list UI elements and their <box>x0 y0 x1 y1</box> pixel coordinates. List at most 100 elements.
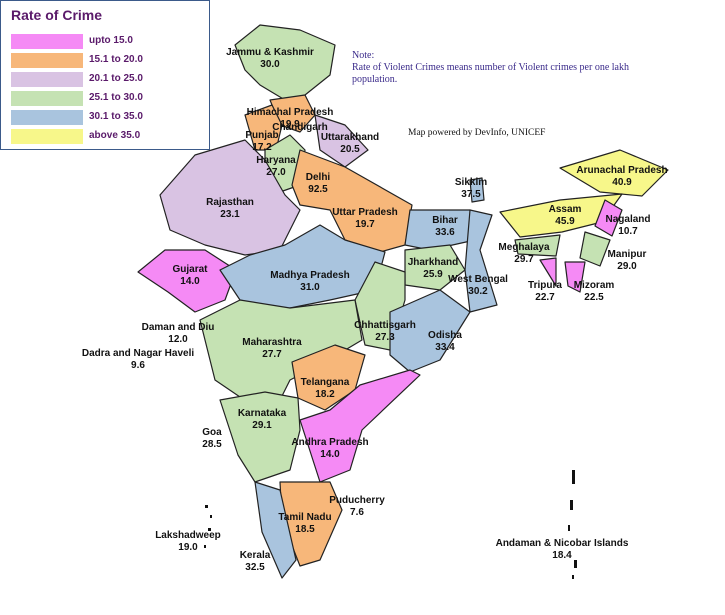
state-value: 45.9 <box>555 216 575 227</box>
state-value: 92.5 <box>308 184 328 195</box>
state-name: Nagaland <box>605 214 650 225</box>
legend-swatch <box>11 110 83 125</box>
state-value: 29.1 <box>252 420 272 431</box>
state-value: 37.5 <box>461 189 481 200</box>
legend-label: above 35.0 <box>89 130 141 141</box>
legend-swatch <box>11 129 83 144</box>
state-name: Sikkim <box>455 177 487 188</box>
state-name: Himachal Pradesh <box>247 107 334 118</box>
state-name: Manipur <box>608 249 647 260</box>
state-value: 31.0 <box>300 282 320 293</box>
state-value: 20.5 <box>340 144 360 155</box>
state-name: Puducherry <box>329 495 385 506</box>
shape <box>159 139 301 256</box>
legend-label: 25.1 to 30.0 <box>89 92 143 103</box>
shape <box>299 369 421 483</box>
state-name: Karnataka <box>238 408 287 419</box>
note-heading: Note: <box>352 50 375 61</box>
state-value: 10.7 <box>618 226 638 237</box>
state-value: 32.5 <box>245 562 265 573</box>
state-value: 22.5 <box>584 292 604 303</box>
shape <box>564 261 586 293</box>
state-name: Odisha <box>428 330 462 341</box>
state-name: Delhi <box>306 172 331 183</box>
state-value: 9.6 <box>131 360 145 371</box>
state-value: 28.5 <box>202 439 222 450</box>
state-name: Assam <box>549 204 582 215</box>
legend-label: 15.1 to 20.0 <box>89 54 143 65</box>
state-name: Goa <box>202 427 222 438</box>
state-value: 29.0 <box>617 261 637 272</box>
state-value: 29.7 <box>514 254 534 265</box>
shape <box>539 257 557 287</box>
state-value: 19.9 <box>280 119 300 130</box>
legend-swatch <box>11 53 83 68</box>
state-value: 40.9 <box>612 177 632 188</box>
state-name: Tamil Nadu <box>278 512 331 523</box>
state-name: Jharkhand <box>408 257 459 268</box>
state-value: 19.7 <box>355 219 375 230</box>
state-value: 30.0 <box>260 59 280 70</box>
state-name: Uttarakhand <box>321 132 379 143</box>
shape <box>559 149 669 197</box>
state-name: Meghalaya <box>498 242 550 253</box>
state-value: 17.2 <box>252 142 272 153</box>
state-value: 27.7 <box>262 349 282 360</box>
state-name: West Bengal <box>448 274 508 285</box>
state-value: 18.4 <box>552 550 572 561</box>
shape <box>514 234 561 257</box>
state-value: 33.6 <box>435 227 455 238</box>
state-value: 18.5 <box>295 524 315 535</box>
state-name: Kerala <box>240 550 271 561</box>
state-name: Tripura <box>528 280 562 291</box>
legend-swatch <box>11 72 83 87</box>
legend: Rate of Crime upto 15.0 15.1 to 20.0 20.1 … <box>0 0 210 150</box>
state-value: 19.0 <box>178 542 198 553</box>
state-name: Andhra Pradesh <box>291 437 368 448</box>
state-value: 25.9 <box>423 269 443 280</box>
shape <box>389 289 471 373</box>
state-name: Jammu & Kashmir <box>226 47 314 58</box>
state-name: Uttar Pradesh <box>332 207 398 218</box>
state-value: 27.0 <box>266 167 286 178</box>
state-name: Maharashtra <box>242 337 302 348</box>
state-name: Madhya Pradesh <box>270 270 349 281</box>
state-name: Haryana <box>256 155 296 166</box>
state-name: Bihar <box>432 215 458 226</box>
legend-label: upto 15.0 <box>89 35 133 46</box>
shape <box>234 24 336 101</box>
state-value: 27.3 <box>375 332 395 343</box>
state-value: 12.0 <box>168 334 188 345</box>
state-value: 30.2 <box>468 286 488 297</box>
state-value: 22.7 <box>535 292 555 303</box>
legend-title: Rate of Crime <box>11 7 103 23</box>
shape <box>579 231 611 267</box>
shape <box>464 209 498 313</box>
legend-swatch <box>11 91 83 106</box>
state-name: Mizoram <box>574 280 615 291</box>
shape <box>244 104 283 151</box>
state-name: Daman and Diu <box>142 322 215 333</box>
state-value: 14.0 <box>320 449 340 460</box>
state-shapes <box>137 24 669 579</box>
shape <box>404 209 476 251</box>
state-value: 33.4 <box>435 342 455 353</box>
state-name: Rajasthan <box>206 197 254 208</box>
note: Note: Rate of Violent Crimes means numbe… <box>352 50 652 86</box>
shape <box>594 199 623 237</box>
state-name: Lakshadweep <box>155 530 221 541</box>
state-name: Chhattisgarh <box>354 320 416 331</box>
islands <box>204 470 577 579</box>
state-name: Punjab <box>245 130 278 141</box>
state-value: 14.0 <box>180 276 200 287</box>
credit: Map powered by DevInfo, UNICEF <box>408 128 546 138</box>
state-name: Dadra and Nagar Haveli <box>82 348 194 359</box>
shape <box>219 391 301 483</box>
state-value: 18.2 <box>315 389 335 400</box>
note-text: Rate of Violent Crimes means number of V… <box>352 62 629 85</box>
state-value: 23.1 <box>220 209 240 220</box>
state-name: Arunachal Pradesh <box>576 165 667 176</box>
